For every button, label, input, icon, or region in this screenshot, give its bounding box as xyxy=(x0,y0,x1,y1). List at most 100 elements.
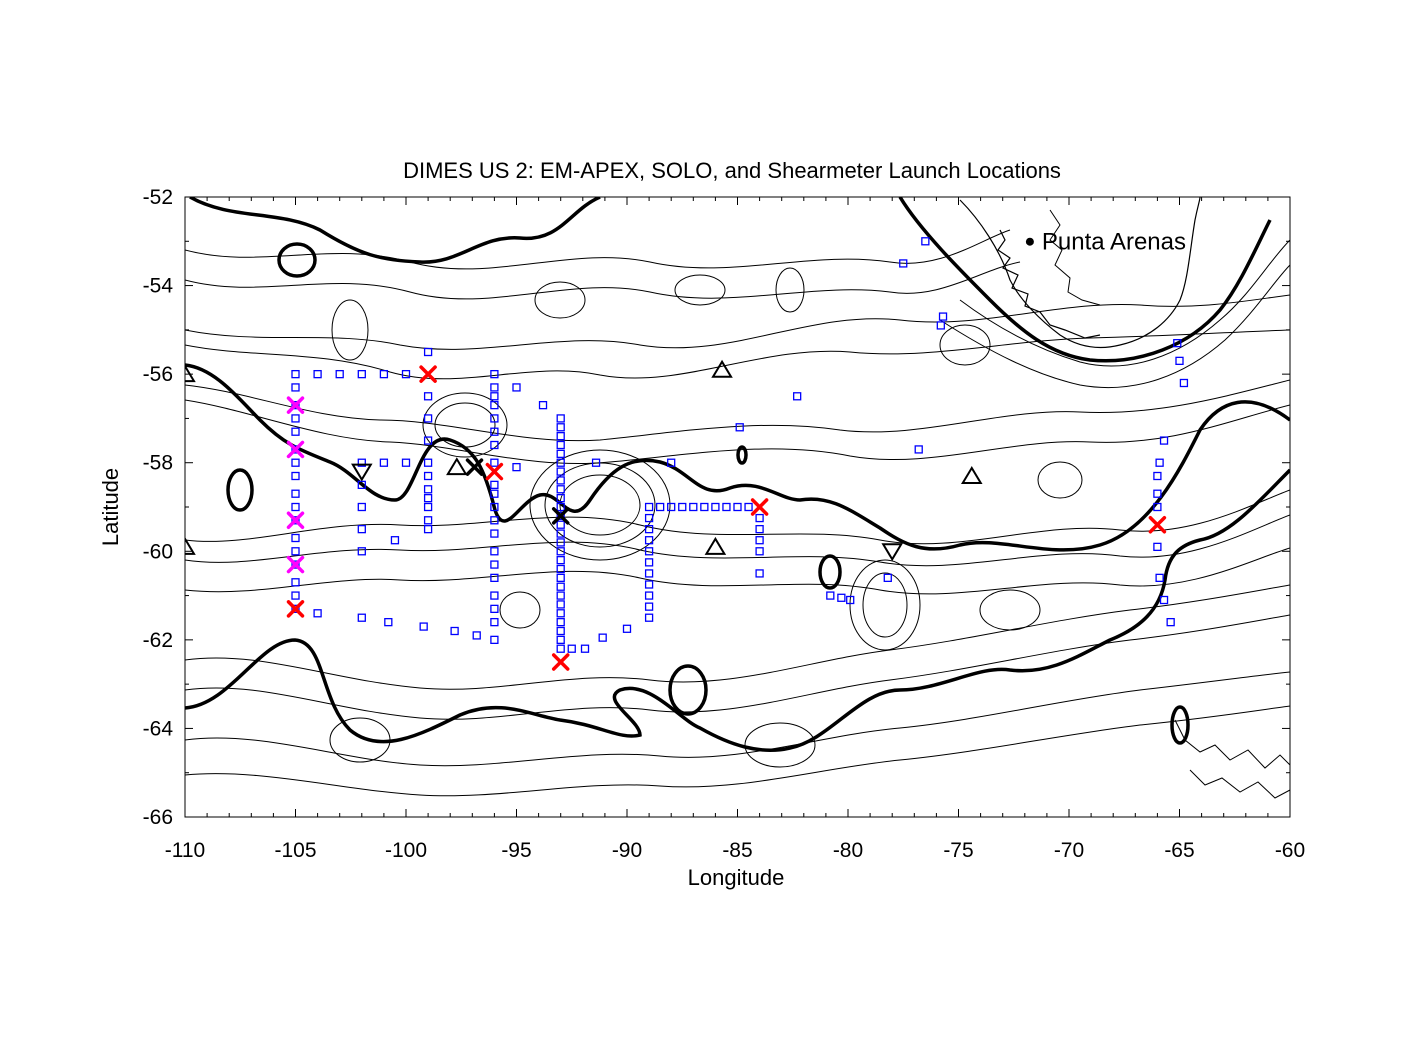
square-marker xyxy=(490,591,499,600)
y-tick-label: -62 xyxy=(143,629,173,652)
square-marker xyxy=(291,533,300,543)
square-marker xyxy=(490,635,499,645)
square-marker xyxy=(423,516,433,525)
square-marker xyxy=(556,529,565,538)
square-marker xyxy=(490,560,499,569)
square-marker xyxy=(644,547,654,556)
square-marker xyxy=(313,369,322,379)
square-marker xyxy=(556,458,565,467)
x-marker xyxy=(286,555,305,574)
square-marker xyxy=(556,547,565,556)
square-marker xyxy=(357,458,366,467)
square-marker xyxy=(700,502,709,512)
square-marker xyxy=(556,511,565,521)
square-marker xyxy=(846,595,855,605)
triangle-down-marker xyxy=(881,543,903,562)
square-marker xyxy=(490,502,499,512)
square-marker xyxy=(490,392,499,401)
square-marker xyxy=(423,471,433,481)
square-marker xyxy=(379,458,389,467)
square-marker xyxy=(711,502,720,512)
x-marker xyxy=(419,365,437,383)
square-marker xyxy=(1175,356,1184,366)
square-marker xyxy=(490,516,499,525)
x-marker xyxy=(465,458,484,476)
square-marker xyxy=(556,414,565,423)
square-marker xyxy=(556,538,565,547)
x-tick-label: -90 xyxy=(612,839,642,862)
square-marker xyxy=(755,547,764,556)
square-marker xyxy=(291,414,300,423)
square-marker xyxy=(921,237,930,246)
square-marker xyxy=(419,622,428,631)
y-tick-label: -58 xyxy=(143,452,173,475)
square-marker xyxy=(401,369,411,379)
square-marker xyxy=(490,440,499,450)
square-marker xyxy=(423,392,433,401)
plot-frame xyxy=(184,196,1291,818)
square-marker xyxy=(899,259,908,268)
square-marker xyxy=(755,536,764,545)
x-tick-label: -110 xyxy=(165,839,205,862)
square-marker xyxy=(379,369,389,379)
square-marker xyxy=(490,547,499,556)
square-marker xyxy=(357,502,366,512)
square-marker xyxy=(313,609,322,618)
x-marker xyxy=(286,600,305,618)
square-marker xyxy=(556,467,565,476)
square-marker xyxy=(755,524,764,534)
square-marker xyxy=(472,631,481,640)
place-dot xyxy=(1025,237,1034,246)
square-marker xyxy=(390,536,400,545)
square-marker xyxy=(423,493,433,503)
square-marker xyxy=(291,445,300,454)
square-marker xyxy=(423,524,433,534)
square-marker xyxy=(291,400,300,410)
square-marker xyxy=(914,445,923,454)
x-tick-label: -60 xyxy=(1275,839,1305,862)
square-marker xyxy=(490,489,499,498)
square-marker xyxy=(644,591,654,600)
triangle-up-marker xyxy=(185,364,196,383)
square-marker xyxy=(291,427,300,436)
square-marker xyxy=(423,485,433,494)
square-marker xyxy=(580,644,590,653)
square-marker xyxy=(689,502,698,512)
place-label: Punta Arenas xyxy=(1042,229,1186,256)
square-marker xyxy=(423,502,433,512)
x-tick-label: -85 xyxy=(722,839,752,862)
square-marker xyxy=(490,369,499,379)
square-marker xyxy=(755,513,764,523)
square-marker xyxy=(1153,542,1162,552)
square-marker xyxy=(512,462,521,472)
square-marker xyxy=(556,626,565,636)
square-marker xyxy=(1153,471,1162,481)
square-marker xyxy=(335,369,344,379)
square-marker xyxy=(291,502,300,512)
square-marker xyxy=(556,635,565,645)
square-marker xyxy=(512,383,521,392)
chart-title: DIMES US 2: EM-APEX, SOLO, and Shearmete… xyxy=(403,158,1061,183)
square-marker xyxy=(644,502,654,512)
x-tick-label: -80 xyxy=(833,839,863,862)
square-marker xyxy=(556,440,565,450)
square-marker xyxy=(938,312,948,321)
square-marker xyxy=(644,602,654,611)
triangle-up-marker xyxy=(446,457,468,476)
x-marker xyxy=(750,498,769,516)
place-labels: Punta Arenas xyxy=(1025,229,1186,256)
square-marker xyxy=(644,536,654,545)
y-axis-label: Latitude xyxy=(98,468,123,546)
square-marker xyxy=(644,558,654,567)
square-marker xyxy=(644,580,654,589)
y-tick-labels: -66 -64 -62 -60 -58 -56 -54 -52 xyxy=(143,186,174,829)
triangle-up-marker xyxy=(711,359,733,378)
square-marker xyxy=(490,480,499,490)
square-marker xyxy=(291,560,300,569)
square-marker xyxy=(490,573,499,583)
square-marker xyxy=(678,502,687,512)
square-marker xyxy=(644,524,654,534)
square-marker xyxy=(1166,617,1175,627)
square-marker xyxy=(291,489,300,498)
